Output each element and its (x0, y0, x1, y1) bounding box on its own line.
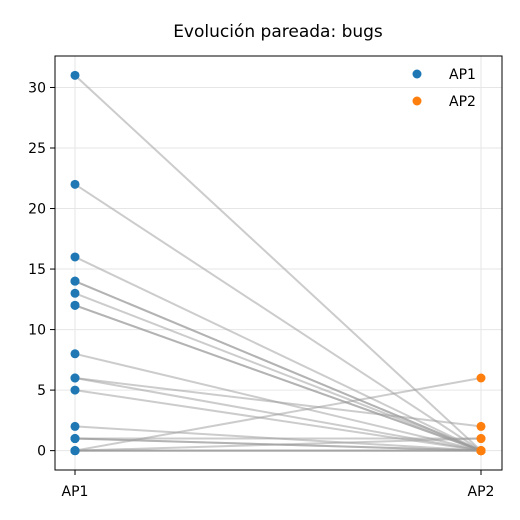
pair-line (74, 437, 482, 452)
y-axis: 0 5 10 15 20 25 30 (28, 80, 55, 460)
chart-title: Evolución pareada: bugs (173, 22, 383, 42)
x-tick-label: AP2 (468, 484, 495, 500)
grid (55, 56, 502, 470)
ap2-point (476, 434, 486, 444)
ap1-point (70, 70, 80, 80)
ap1-point (70, 434, 80, 444)
y-tick-label: 30 (28, 80, 46, 96)
ap1-point (70, 385, 80, 395)
y-tick-label: 25 (28, 141, 46, 157)
pair-line (74, 280, 482, 452)
ap1-point (70, 276, 80, 286)
y-tick-label: 10 (28, 323, 46, 339)
x-tick-label: AP1 (62, 484, 89, 500)
ap1-point (70, 288, 80, 298)
x-axis: AP1 AP2 (62, 470, 495, 500)
ap2-point (476, 373, 486, 383)
y-tick-label: 20 (28, 202, 46, 218)
pair-line (74, 389, 482, 452)
ap1-point (70, 300, 80, 310)
plot-frame (54, 55, 503, 471)
pair-line (74, 377, 482, 452)
legend-marker (412, 96, 422, 106)
ap2-point (476, 421, 486, 431)
y-tick-label: 5 (37, 383, 46, 399)
ap1-point (70, 252, 80, 262)
ap1-point (70, 179, 80, 189)
pair-line (74, 74, 482, 452)
pair-line (74, 377, 482, 428)
data-points (70, 70, 486, 456)
pair-line (74, 304, 482, 452)
ap2-point (476, 446, 486, 456)
pair-lines (74, 74, 482, 452)
ap1-point (70, 446, 80, 456)
ap1-point (70, 373, 80, 383)
ap1-point (70, 349, 80, 359)
y-tick-label: 0 (37, 444, 46, 460)
ap1-point (70, 421, 80, 431)
pair-line (74, 256, 482, 452)
pair-line (74, 292, 482, 452)
y-tick-label: 15 (28, 262, 46, 278)
legend-label: AP1 (449, 67, 476, 83)
legend-marker (412, 69, 422, 79)
legend-label: AP2 (449, 94, 476, 110)
legend: AP1 AP2 (412, 67, 476, 110)
pair-line (74, 183, 482, 452)
